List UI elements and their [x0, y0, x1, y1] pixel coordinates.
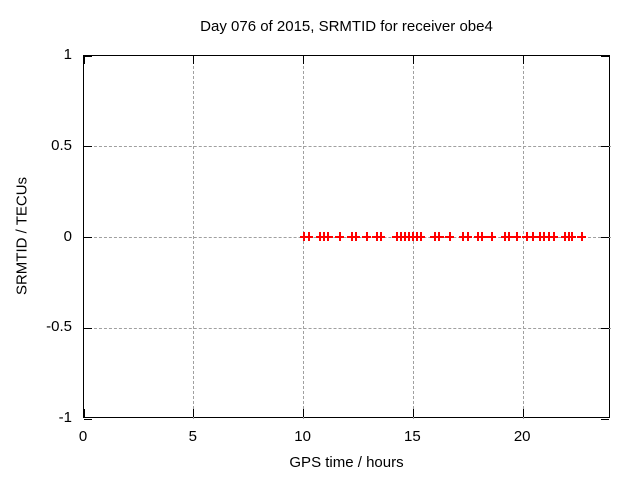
data-point-marker	[323, 232, 333, 241]
data-point-marker	[567, 232, 577, 241]
tick-mark-top	[522, 56, 524, 64]
tick-mark-right	[601, 146, 609, 148]
y-tick-label: 0.5	[51, 136, 72, 154]
y-tick-label: -1	[58, 409, 72, 426]
data-point-marker	[463, 232, 473, 241]
data-point-marker	[445, 232, 455, 241]
gridline-horizontal	[84, 237, 611, 238]
data-point-marker	[522, 232, 532, 241]
data-point-marker	[477, 232, 487, 241]
plot-area	[83, 55, 611, 420]
data-point-marker	[549, 232, 559, 241]
tick-mark-bottom	[522, 409, 524, 417]
tick-mark-bottom	[412, 409, 414, 417]
tick-mark-top	[83, 56, 85, 64]
data-point-marker	[335, 232, 345, 241]
data-point-marker	[512, 232, 522, 241]
y-axis-label: SRMTID / TECUs	[13, 176, 31, 296]
y-tick-label: 1	[63, 46, 72, 63]
data-point-marker	[504, 232, 514, 241]
data-point-marker	[362, 232, 372, 241]
data-point-marker	[304, 232, 313, 241]
x-axis-label: GPS time / hours	[289, 454, 404, 471]
tick-mark-right	[601, 418, 609, 420]
tick-mark-left	[84, 327, 92, 329]
tick-mark-top	[412, 56, 414, 64]
tick-mark-bottom	[83, 409, 85, 417]
tick-mark-left	[84, 146, 92, 148]
data-point-marker	[434, 232, 444, 241]
tick-mark-right	[601, 327, 609, 329]
tick-mark-bottom	[193, 409, 195, 417]
x-tick-label: 10	[294, 428, 311, 445]
y-tick-label: -0.5	[46, 318, 72, 336]
x-tick-label: 20	[513, 428, 531, 445]
data-point-marker	[577, 232, 587, 241]
x-tick-label: 5	[188, 428, 197, 445]
data-point-marker	[487, 232, 497, 241]
tick-mark-right	[601, 55, 609, 57]
data-point-marker	[528, 232, 538, 241]
data-point-marker	[376, 232, 386, 241]
data-point-marker	[544, 232, 554, 241]
gridline-horizontal	[84, 146, 611, 148]
tick-mark-top	[193, 56, 195, 64]
tick-mark-top	[303, 56, 305, 64]
x-tick-label: 15	[404, 428, 421, 445]
y-tick-label: 0	[63, 227, 72, 245]
data-point-marker	[351, 232, 361, 241]
tick-mark-left	[84, 55, 92, 57]
chart-title: Day 076 of 2015, SRMTID for receiver obe…	[200, 18, 493, 35]
tick-mark-right	[601, 237, 609, 238]
data-point-marker	[416, 232, 426, 241]
x-tick-label: 0	[78, 428, 88, 445]
tick-mark-bottom	[303, 409, 305, 417]
tick-mark-left	[84, 418, 92, 420]
gridline-horizontal	[84, 327, 611, 329]
tick-mark-left	[84, 237, 92, 238]
